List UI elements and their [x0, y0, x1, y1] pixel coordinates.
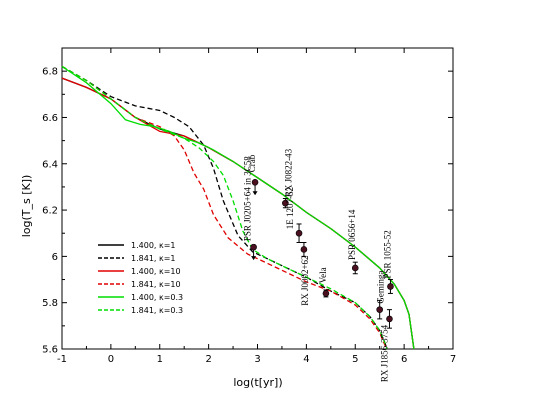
x-tick-label: 4 [303, 354, 309, 365]
x-tick-label: 7 [450, 354, 456, 365]
legend: 1.400, κ=1 1.841, κ=1 1.400, κ=10 1.841, κ=… [98, 241, 183, 315]
observation-point [282, 199, 289, 207]
observation-label: RX J1856-3754 [379, 324, 389, 382]
x-tick-label: -1 [57, 354, 67, 365]
legend-label: 1.841, κ=10 [131, 280, 181, 289]
x-tick-label: 1 [157, 354, 163, 365]
observation-point [300, 246, 308, 253]
series-curves [61, 65, 415, 350]
series-line-5 [61, 65, 388, 350]
legend-label: 1.400, κ=0.3 [131, 293, 183, 302]
x-tick-label: 6 [401, 354, 407, 365]
observation-label: PSR J0205+64 in 3C58 [243, 156, 253, 241]
y-tick-label: 6.4 [42, 159, 58, 170]
observation-point [251, 178, 259, 186]
observation-point [295, 229, 303, 237]
observation-point [322, 290, 330, 297]
observation-label: Crab [247, 154, 257, 172]
series-line-3 [61, 65, 388, 350]
observation-label: 1E 1207-52 [285, 187, 295, 229]
x-tick-label: 3 [254, 354, 260, 365]
y-tick-label: 6 [52, 252, 58, 263]
observation-point [386, 315, 393, 323]
legend-label: 1.400, κ=1 [131, 241, 176, 250]
observation-label: Vela [318, 267, 328, 283]
x-tick-label: 2 [205, 354, 211, 365]
y-tick-label: 5.8 [42, 298, 58, 309]
legend-label: 1.841, κ=0.3 [131, 306, 183, 315]
plot-frame [61, 47, 454, 350]
observation-label: PSR 1055-52 [382, 230, 392, 278]
x-tick-label: 0 [108, 354, 114, 365]
y-tick-label: 6.2 [42, 206, 58, 217]
legend-label: 1.400, κ=10 [131, 267, 181, 276]
observation-label: RX J0002+62 [300, 255, 310, 305]
axis-ticks: -1 0 1 2 3 4 5 6 7 5.6 5.8 6 6.2 6.4 6.6 6.8 [42, 48, 456, 365]
x-axis-label: log(t[yr]) [233, 376, 282, 389]
y-tick-label: 5.6 [42, 345, 58, 356]
observation-point [387, 283, 394, 290]
series-line-4 [61, 65, 415, 350]
upper-limit-arrowhead [251, 256, 257, 261]
observation-label: RX J0822-43 [283, 148, 293, 197]
x-tick-label: 5 [352, 354, 358, 365]
y-tick-label: 6.8 [42, 67, 58, 78]
legend-label: 1.841, κ=1 [131, 254, 176, 263]
observation-label: PSR 0656+14 [347, 209, 357, 260]
observation-point [376, 306, 383, 313]
y-axis-label: log(T_s [K]) [20, 175, 33, 238]
upper-limit-arrowhead [252, 191, 258, 196]
observation-label: Geminga [376, 271, 386, 304]
observation-point [250, 243, 257, 251]
y-tick-label: 6.6 [42, 113, 58, 124]
series-line-1 [61, 65, 388, 350]
observation-point [351, 264, 359, 272]
